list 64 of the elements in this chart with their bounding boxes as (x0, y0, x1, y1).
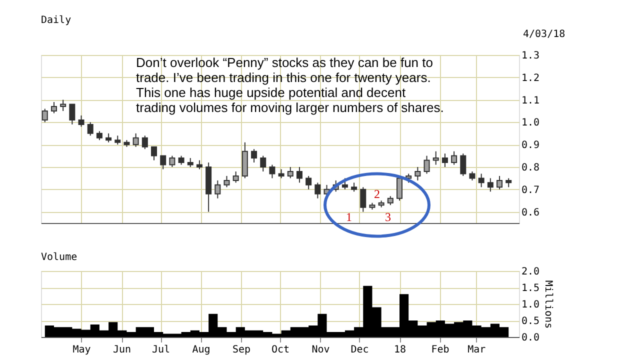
y-tick-label: 0.8 (522, 162, 540, 174)
x-tick-label: Feb (431, 344, 450, 356)
candlestick (442, 153, 448, 168)
y-tick-label: 1.0 (522, 118, 540, 129)
candlestick (232, 170, 239, 184)
candlestick (296, 166, 302, 184)
chart-title: Volume (41, 252, 78, 263)
candlestick (69, 104, 76, 125)
candlestick (169, 155, 176, 168)
candlestick (87, 122, 94, 136)
x-tick-label: Dec (350, 344, 369, 356)
candlestick (496, 175, 503, 190)
candlestick (269, 164, 276, 179)
candlestick (487, 178, 494, 192)
candlestick (50, 102, 57, 114)
x-tick-label: Sep (232, 344, 251, 356)
candlestick (306, 175, 312, 190)
annotation: Don’t overlook “Penny” stocks as they can be fun to trade. I’ve been trading in this one for twenty years. This one has huge upside potential and decent trading volumes for moving larger numbers of shares. (136, 55, 444, 115)
candlestick (314, 182, 321, 199)
candlestick (451, 150, 458, 166)
candlestick (160, 155, 166, 170)
annotation: 3 (385, 210, 391, 224)
y-axis-title: Millions (542, 280, 554, 329)
y-tick-label: 0.5 (522, 316, 540, 327)
y-tick-label: 1.1 (522, 95, 540, 106)
annotation: 1 (346, 210, 352, 224)
x-tick-label: Oct (271, 344, 290, 356)
candlestick (151, 146, 158, 161)
y-tick-label: 1.3 (522, 50, 540, 62)
y-tick-label: 1.5 (522, 283, 540, 294)
candlestick (132, 132, 139, 148)
y-tick-label: 2.0 (522, 266, 540, 278)
candlestick (360, 186, 366, 212)
candlestick (251, 148, 258, 164)
annotation: 2 (374, 187, 380, 201)
y-tick-label: 0.7 (522, 184, 540, 196)
x-tick-label: 18 (394, 344, 406, 356)
y-tick-label: 0.6 (522, 207, 540, 218)
candlestick (214, 180, 221, 199)
candlestick (342, 178, 348, 190)
y-tick-label: 1.0 (522, 300, 540, 310)
chart-title: Daily (41, 15, 72, 26)
candlestick (260, 155, 266, 172)
x-tick-label: Mar (468, 344, 486, 356)
candlestick (460, 153, 466, 176)
candlestick (478, 173, 484, 188)
candlestick (42, 108, 48, 123)
y-tick-label: 0.0 (522, 332, 540, 344)
y-tick-label: 0.9 (522, 140, 540, 152)
x-tick-label: Jul (152, 344, 170, 356)
x-tick-label: Aug (192, 344, 210, 356)
candlestick (414, 166, 421, 181)
x-tick-label: Jun (113, 344, 132, 356)
candlestick (142, 135, 148, 150)
x-tick-label: Nov (312, 344, 330, 356)
candlestick (424, 155, 430, 174)
candlestick (224, 175, 230, 188)
candlestick (432, 150, 439, 166)
text: 4/03/18 (523, 29, 566, 40)
candlestick (78, 114, 84, 128)
y-tick-label: 1.2 (522, 72, 540, 84)
candlestick (287, 166, 294, 179)
x-tick-label: May (72, 344, 91, 356)
candlestick (60, 99, 66, 112)
